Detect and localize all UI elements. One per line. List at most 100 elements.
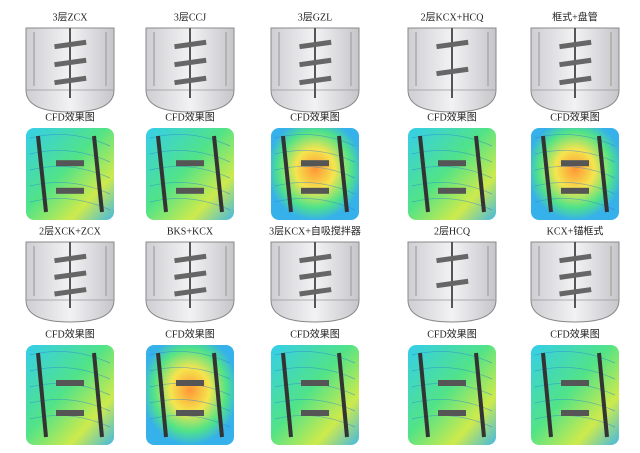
- baffle: [92, 135, 104, 213]
- baffle: [36, 352, 48, 438]
- impeller: [56, 187, 84, 194]
- baffle: [337, 135, 349, 213]
- streamline: [411, 166, 493, 179]
- impeller: [54, 57, 87, 68]
- baffle: [212, 135, 224, 213]
- panel-label: CFD效果图: [427, 327, 476, 340]
- impeller: [559, 75, 592, 86]
- impeller: [301, 187, 329, 194]
- impeller: [54, 270, 87, 280]
- panel-label: CFD效果图: [550, 327, 599, 340]
- impeller: [559, 57, 592, 68]
- impeller: [54, 287, 87, 297]
- streamline: [534, 182, 616, 195]
- baffle: [418, 135, 430, 213]
- panel-label: CFD效果图: [165, 110, 214, 123]
- impeller: [174, 39, 207, 50]
- streamline: [29, 166, 111, 179]
- panel: CFD效果图: [26, 110, 114, 220]
- impeller: [176, 380, 204, 386]
- baffle: [541, 135, 553, 213]
- panel-label: 2层XCK+ZCX: [39, 225, 102, 237]
- impeller: [299, 270, 332, 280]
- streamline: [29, 399, 111, 412]
- baffle: [474, 352, 486, 438]
- streamline: [411, 399, 493, 412]
- impeller: [299, 75, 332, 86]
- baffle: [281, 135, 293, 213]
- streamline: [411, 182, 493, 195]
- panel: CFD效果图: [146, 327, 234, 445]
- baffle: [92, 352, 104, 438]
- impeller: [561, 380, 589, 386]
- panel: KCX+锚框式: [530, 224, 620, 323]
- impeller: [176, 160, 204, 167]
- impeller: [299, 39, 332, 50]
- panel-label: 2层KCX+HCQ: [421, 11, 485, 23]
- panel: CFD效果图: [271, 327, 359, 445]
- panel-label: KCX+锚框式: [547, 224, 604, 237]
- panel: 3层CCJ: [145, 11, 235, 113]
- baffle: [281, 352, 293, 438]
- impeller: [54, 253, 87, 264]
- impeller: [56, 380, 84, 386]
- impeller: [299, 57, 332, 68]
- streamline: [29, 182, 111, 195]
- panel: CFD效果图: [531, 110, 619, 220]
- streamline: [274, 166, 356, 179]
- impeller: [438, 380, 466, 386]
- impeller: [438, 187, 466, 194]
- impeller: [174, 287, 207, 297]
- impeller: [54, 75, 87, 86]
- panel-label: CFD效果图: [45, 110, 94, 123]
- impeller: [436, 39, 469, 50]
- panel: 2层HCQ: [407, 225, 497, 323]
- impeller: [436, 66, 469, 77]
- panel-label: CFD效果图: [45, 327, 94, 340]
- streamline: [149, 399, 231, 412]
- impeller: [301, 380, 329, 386]
- panel-label: CFD效果图: [165, 327, 214, 340]
- panel: 3层KCX+自吸搅拌器: [269, 224, 361, 323]
- impeller: [174, 253, 207, 264]
- streamline: [149, 166, 231, 179]
- panel: CFD效果图: [146, 110, 234, 220]
- panel-label: 2层HCQ: [434, 225, 471, 237]
- panel-label: 3层CCJ: [174, 11, 206, 23]
- panel: 3层ZCX: [25, 11, 115, 113]
- impeller: [301, 410, 329, 416]
- panel-label: CFD效果图: [290, 327, 339, 340]
- baffle: [597, 135, 609, 213]
- impeller: [436, 278, 469, 289]
- impeller: [561, 410, 589, 416]
- impeller: [561, 187, 589, 194]
- impeller: [559, 270, 592, 280]
- panel: CFD效果图: [271, 110, 359, 220]
- impeller: [561, 160, 589, 167]
- impeller: [176, 187, 204, 194]
- panel-label: BKS+KCX: [167, 226, 214, 237]
- streamline: [149, 182, 231, 195]
- panel: CFD效果图: [26, 327, 114, 445]
- panel: BKS+KCX: [145, 226, 235, 323]
- baffle: [597, 352, 609, 438]
- impeller: [56, 160, 84, 167]
- baffle: [36, 135, 48, 213]
- baffle: [541, 352, 553, 438]
- panel-label: 3层ZCX: [53, 11, 89, 23]
- streamline: [534, 399, 616, 412]
- panel-label: CFD效果图: [290, 110, 339, 123]
- panel-label: CFD效果图: [550, 110, 599, 123]
- impeller: [174, 75, 207, 86]
- impeller: [174, 57, 207, 68]
- streamline: [534, 166, 616, 179]
- impeller: [54, 39, 87, 50]
- panel: 3层GZL: [270, 11, 360, 113]
- impeller: [559, 39, 592, 50]
- panel-label: 3层GZL: [298, 11, 332, 23]
- panel-label: 框式+盘管: [552, 10, 598, 23]
- impeller: [559, 253, 592, 264]
- baffle: [156, 135, 168, 213]
- panel-label: 3层KCX+自吸搅拌器: [269, 224, 361, 237]
